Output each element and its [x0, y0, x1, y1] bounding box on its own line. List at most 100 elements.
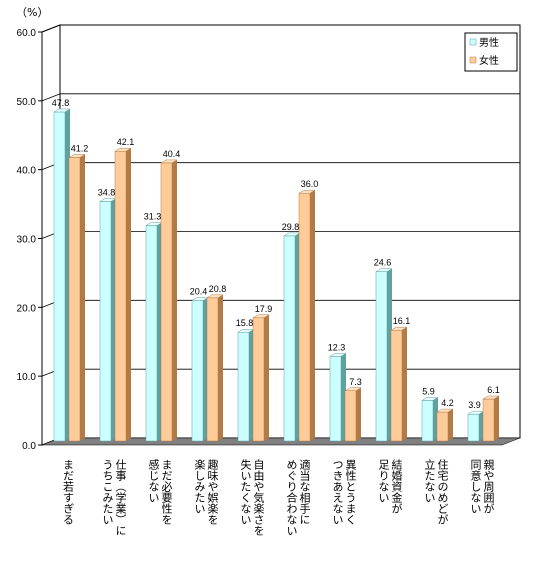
bar-front-male — [53, 111, 66, 442]
x-category-label: 趣味や娯楽を — [206, 458, 219, 525]
data-label-female: 42.1 — [117, 137, 135, 147]
bar-female-5 — [298, 189, 316, 442]
bar-front-male — [283, 235, 296, 442]
x-category-label: つきあえない — [331, 459, 344, 525]
bar-front-male — [467, 413, 480, 442]
bar-front-female — [114, 150, 127, 442]
bar-female-9 — [482, 395, 500, 442]
x-category-label: 自由や気楽さを — [252, 459, 265, 536]
bar-side-female — [218, 294, 223, 441]
bar-male-9 — [467, 410, 485, 442]
bar-front-male — [421, 400, 434, 442]
data-label-female: 17.9 — [255, 304, 273, 314]
data-label-female: 36.0 — [301, 179, 319, 189]
data-label-female: 41.2 — [71, 143, 89, 153]
bar-top-female — [160, 159, 178, 164]
y-axis-unit-label: （%） — [16, 6, 48, 19]
data-label-male: 12.3 — [328, 342, 346, 352]
bars-layer — [53, 108, 500, 442]
bar-top-male — [421, 397, 439, 401]
x-category-label: 楽しみたい — [193, 459, 206, 514]
bar-top-female — [390, 326, 408, 331]
bar-female-1 — [114, 147, 132, 442]
bar-female-4 — [252, 314, 270, 442]
bar-top-female — [482, 395, 500, 400]
bar-side-female — [494, 396, 499, 441]
bar-front-female — [206, 297, 219, 442]
y-tick-label: 10.0 — [17, 372, 37, 383]
bar-top-female — [206, 294, 224, 299]
x-category-label: 結婚資金が — [390, 458, 403, 514]
bar-male-3 — [191, 297, 209, 442]
bar-top-male — [53, 108, 71, 113]
data-label-male: 31.3 — [144, 212, 162, 222]
data-label-male: 29.8 — [282, 222, 300, 232]
data-label-female: 16.1 — [393, 316, 411, 326]
bar-front-female — [436, 411, 449, 442]
bar-front-female — [344, 390, 357, 442]
bar-male-1 — [99, 198, 117, 442]
x-category-label: 失いたくない — [239, 459, 252, 525]
y-tick-label: 40.0 — [17, 166, 37, 177]
bar-female-8 — [436, 408, 454, 442]
x-category-label: 適当な相手に — [298, 458, 311, 525]
legend-swatch-male — [469, 38, 477, 46]
x-category-label: 親や周囲が — [482, 459, 495, 514]
bar-top-male — [375, 268, 393, 272]
bar-top-male — [329, 353, 347, 357]
bar-male-7 — [375, 268, 393, 442]
bar-female-3 — [206, 294, 224, 442]
data-label-female: 6.1 — [487, 385, 500, 395]
bar-front-female — [68, 157, 81, 442]
gridline-side — [41, 93, 61, 102]
bar-female-0 — [68, 154, 86, 442]
data-label-male: 24.6 — [374, 258, 392, 268]
bar-front-male — [375, 271, 388, 442]
bar-top-female — [344, 387, 362, 392]
bar-female-7 — [390, 326, 408, 442]
bar-top-female — [298, 189, 316, 194]
x-category-label: 立たない — [423, 458, 436, 503]
y-tick-label: 60.0 — [17, 28, 37, 39]
x-category-label: まだ必要性を — [160, 459, 173, 525]
legend-label-male: 男性 — [479, 36, 499, 49]
bar-male-8 — [421, 397, 439, 442]
data-label-male: 15.8 — [236, 318, 254, 328]
bar-side-female — [126, 148, 131, 441]
bar-top-female — [68, 154, 86, 158]
bar-side-female — [80, 154, 85, 441]
bar-male-6 — [329, 353, 347, 442]
data-label-male: 34.8 — [98, 187, 116, 197]
bar-side-female — [356, 387, 361, 441]
y-tick-label: 50.0 — [17, 97, 37, 108]
bar-front-male — [191, 300, 204, 442]
bar-top-female — [436, 408, 454, 413]
x-category-label: 住宅のめどが — [436, 458, 449, 525]
data-label-male: 5.9 — [422, 386, 435, 396]
bar-front-female — [390, 329, 403, 442]
x-category-label: 仕事（学業）に — [114, 459, 127, 536]
x-category-label: 異性とうまく — [344, 459, 357, 525]
bar-male-4 — [237, 328, 255, 442]
bar-top-female — [252, 314, 270, 319]
legend: 男性 女性 — [464, 32, 518, 72]
bar-front-female — [160, 162, 173, 442]
bar-front-male — [145, 225, 158, 442]
bar-side-female — [402, 327, 407, 441]
bar-female-6 — [344, 387, 362, 442]
bar-male-2 — [145, 222, 163, 442]
x-category-label: うちこみたい — [101, 459, 114, 525]
bar-male-0 — [53, 108, 71, 442]
x-category-label: まだ若すぎる — [62, 459, 75, 525]
data-label-male: 20.4 — [190, 287, 208, 297]
x-category-label: めぐり合わない — [285, 459, 298, 536]
bar-front-male — [99, 201, 112, 442]
bar-front-male — [329, 356, 342, 442]
bar-female-2 — [160, 159, 178, 442]
bar-front-female — [298, 192, 311, 442]
bar-top-female — [114, 147, 132, 152]
data-label-female: 40.4 — [163, 149, 181, 159]
bar-side-female — [448, 409, 453, 441]
bar-side-female — [310, 190, 315, 441]
